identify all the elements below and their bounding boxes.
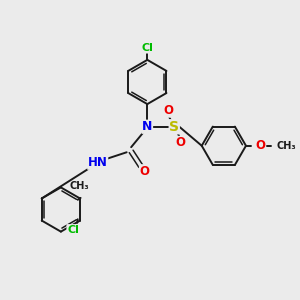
Text: N: N: [142, 120, 152, 133]
Text: O: O: [256, 139, 266, 152]
Text: Cl: Cl: [141, 43, 153, 53]
Text: Cl: Cl: [67, 225, 79, 235]
Text: CH₃: CH₃: [69, 181, 89, 190]
Text: S: S: [169, 120, 179, 134]
Text: HN: HN: [88, 156, 108, 169]
Text: CH₃: CH₃: [277, 141, 296, 151]
Text: O: O: [176, 136, 185, 149]
Text: O: O: [140, 165, 149, 178]
Text: O: O: [163, 104, 173, 117]
